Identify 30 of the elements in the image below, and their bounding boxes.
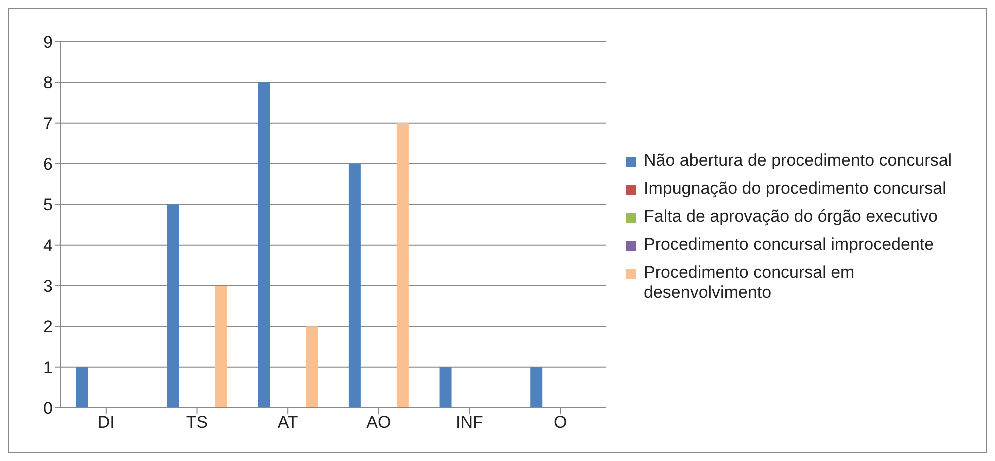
y-tick-label: 8 — [44, 74, 53, 93]
y-tick-label: 0 — [44, 399, 53, 418]
bar — [306, 326, 318, 408]
y-tick-label: 7 — [44, 114, 53, 134]
y-tick-label: 4 — [44, 236, 53, 256]
x-tick-label: AO — [366, 413, 392, 432]
bar — [167, 204, 180, 408]
x-tick-label: AT — [278, 413, 298, 432]
y-tick-label: 1 — [44, 358, 53, 378]
bar — [215, 286, 228, 408]
y-tick-label: 5 — [44, 196, 53, 215]
y-tick-label: 3 — [44, 277, 53, 296]
y-tick-label: 9 — [44, 33, 53, 52]
bar — [348, 164, 361, 408]
legend-label: Falta de aprovação do órgão executivo — [644, 206, 938, 226]
bar — [396, 123, 409, 408]
bar — [76, 367, 88, 408]
x-tick-label: DI — [98, 413, 115, 432]
bar — [440, 367, 452, 408]
legend-label: Procedimento concursal em desenvolvimento — [644, 262, 856, 302]
x-tick-label: O — [554, 413, 568, 432]
legend-label: Procedimento concursal improcedente — [644, 234, 934, 254]
legend-label: Não abertura de procedimento concursal — [644, 150, 952, 170]
bar — [258, 82, 270, 408]
x-tick-label: TS — [186, 413, 208, 432]
y-tick-label: 2 — [44, 318, 53, 337]
legend-label: Impugnação do procedimento concursal — [644, 178, 946, 198]
y-tick-label: 6 — [44, 155, 53, 174]
x-tick-label: INF — [456, 413, 484, 432]
bar — [530, 367, 543, 408]
